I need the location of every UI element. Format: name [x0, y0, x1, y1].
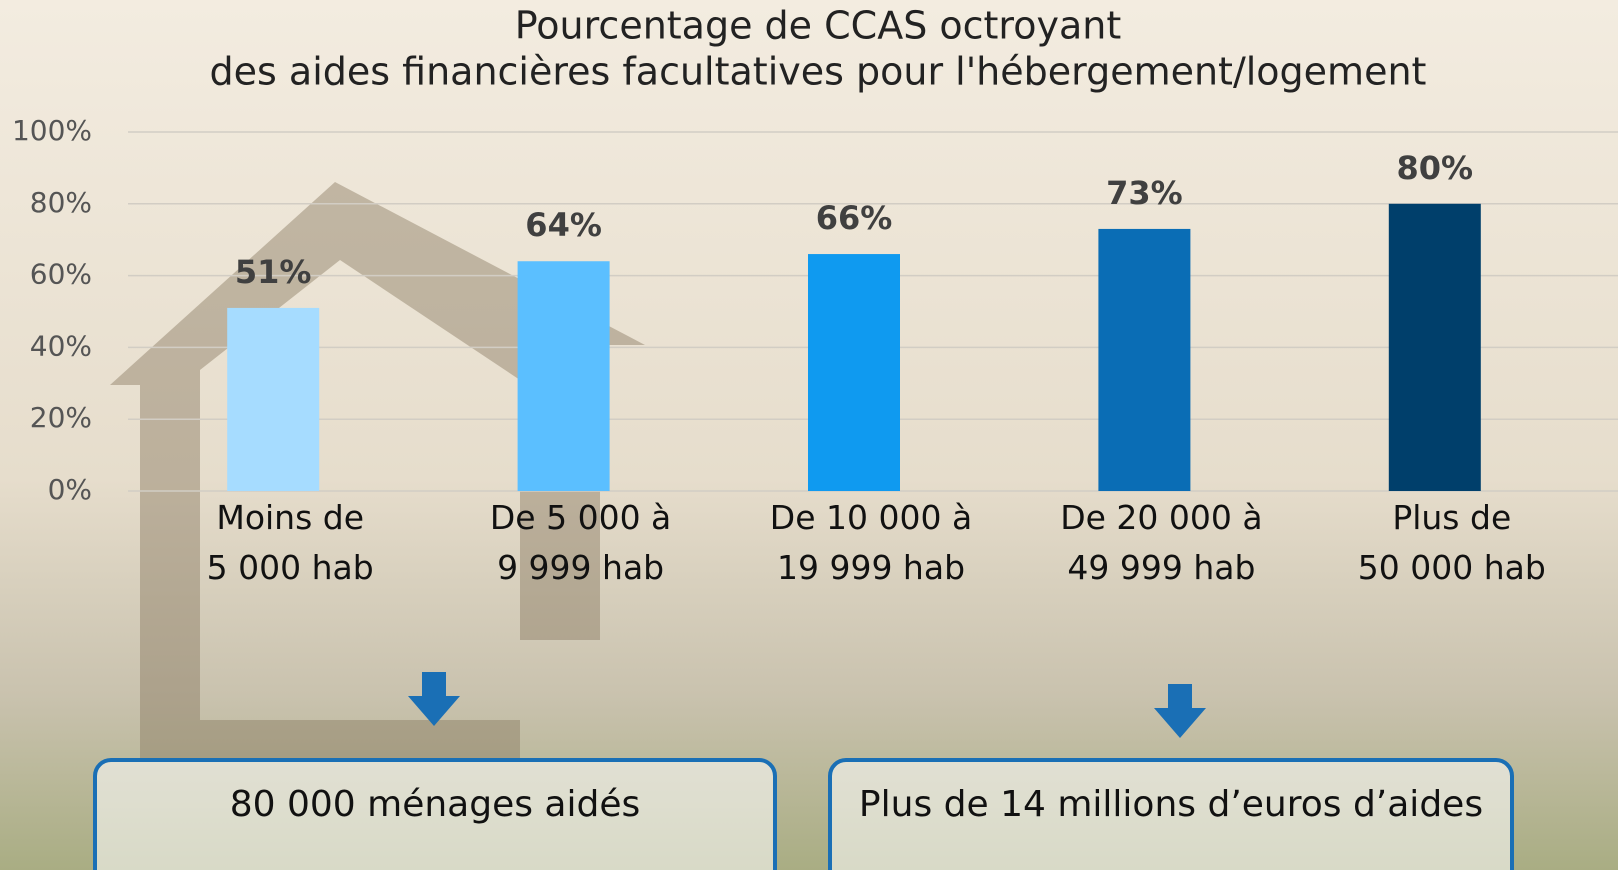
annotation: Plus de 14 millions d’euros d’aides — [859, 784, 1483, 825]
annotation: 80 000 ménages aidés — [230, 784, 641, 825]
x-tick-label: De 20 000 à 49 999 hab — [1060, 498, 1262, 587]
annotation-box — [93, 758, 777, 870]
value-label: 80% — [1397, 149, 1474, 187]
arrow — [408, 672, 460, 726]
y-tick-label: 100% — [12, 114, 92, 147]
bar — [808, 254, 900, 491]
arrow — [1154, 684, 1206, 738]
y-tick-label: 0% — [48, 473, 92, 506]
y-tick-label: 20% — [30, 401, 92, 434]
bar — [227, 307, 320, 491]
value-label: 66% — [816, 199, 893, 237]
x-tick-label: Moins de 5 000 hab — [207, 498, 374, 587]
value-label: 64% — [525, 206, 602, 244]
value-label: 73% — [1106, 174, 1183, 212]
y-tick-label: 60% — [30, 258, 92, 291]
annotation-box — [828, 758, 1514, 870]
y-tick-label: 40% — [30, 329, 92, 362]
value-label: 51% — [235, 253, 312, 291]
bar — [1388, 203, 1481, 492]
y-tick-label: 80% — [30, 186, 92, 219]
chart-title: Pourcentage de CCAS octroyant — [515, 4, 1121, 48]
x-tick-label: De 10 000 à 19 999 hab — [770, 498, 972, 587]
chart-title: des aides financières facultatives pour … — [210, 50, 1427, 94]
bar — [517, 261, 610, 491]
x-tick-label: Plus de 50 000 hab — [1358, 498, 1546, 587]
bar — [1098, 228, 1191, 491]
